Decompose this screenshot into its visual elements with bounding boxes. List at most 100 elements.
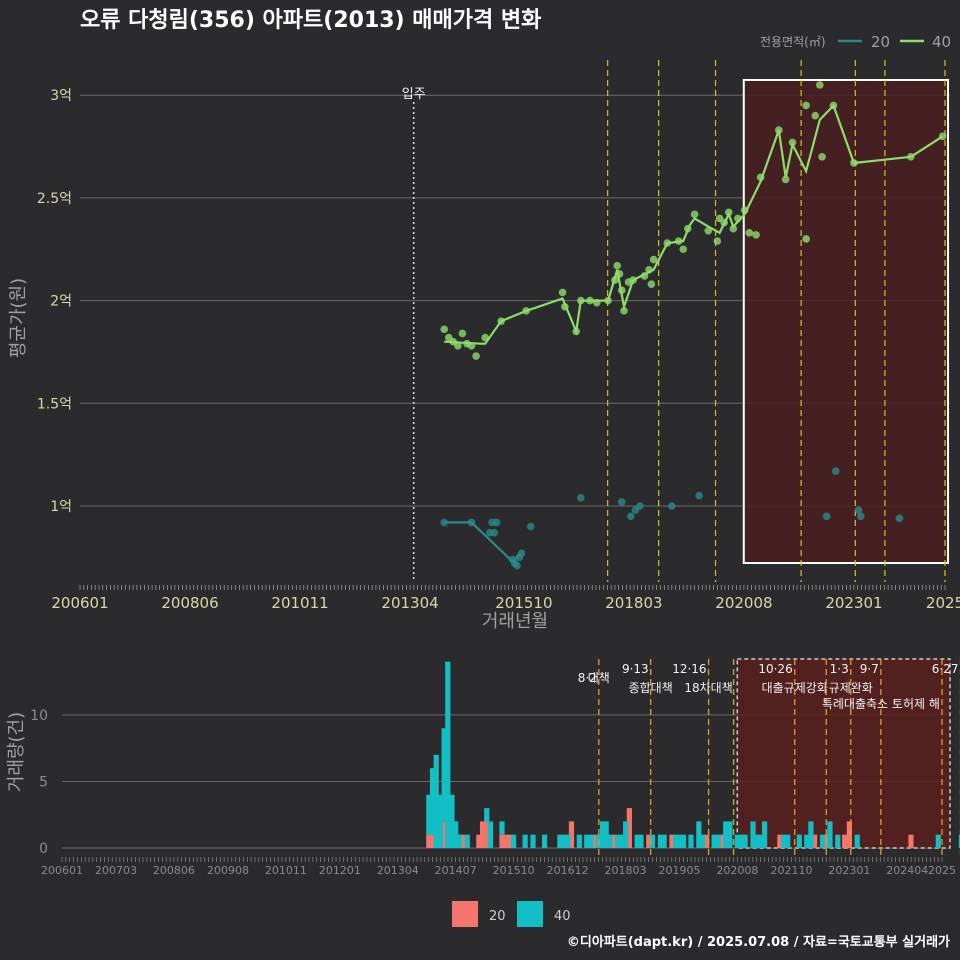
volume-bar-40 <box>711 834 717 848</box>
volume-bar-40 <box>453 821 459 848</box>
volume-bar-40 <box>696 821 702 848</box>
volume-bar-40 <box>599 821 606 848</box>
data-point-20 <box>576 493 585 502</box>
data-point-40 <box>467 341 476 350</box>
volume-bar-20 <box>812 834 818 848</box>
price-x-tick: 200601 <box>51 594 108 612</box>
volume-bar-40 <box>958 834 960 848</box>
data-point-40 <box>613 261 622 270</box>
price-y-tick: 1억 <box>50 499 72 515</box>
volume-bar-40 <box>676 834 682 848</box>
volume-x-tick: 201304 <box>377 864 419 877</box>
volume-bar-40 <box>464 834 470 848</box>
volume-bar-20 <box>568 821 575 848</box>
data-point-40 <box>756 173 765 182</box>
data-point-40 <box>679 245 688 254</box>
data-point-40 <box>802 101 810 110</box>
data-point-20 <box>636 502 644 510</box>
data-point-20 <box>492 518 501 527</box>
price-x-tick: 2025 <box>926 594 960 612</box>
volume-bar-40 <box>499 821 505 835</box>
data-point-20 <box>854 506 863 514</box>
data-point-40 <box>592 298 601 307</box>
legend-bar-label-20: 20 <box>489 909 506 924</box>
policy-name: 규제완화 <box>829 681 873 695</box>
data-point-40 <box>818 153 826 161</box>
volume-bar-20 <box>669 834 675 848</box>
volume-bar-40 <box>757 834 764 848</box>
data-point-40 <box>752 231 760 239</box>
policy-date: 9·13 <box>622 662 649 676</box>
volume-bar-40 <box>638 834 644 848</box>
volume-bar-40 <box>623 821 629 848</box>
price-y-label: 평균가(원) <box>8 278 29 358</box>
policy-name: 종합대책 <box>629 680 673 695</box>
data-point-40 <box>811 111 820 120</box>
price-x-tick: 202301 <box>825 594 882 612</box>
move-in-label: 입주 <box>402 87 426 102</box>
data-point-20 <box>822 512 831 521</box>
data-point-20 <box>695 491 703 500</box>
volume-x-tick: 200601 <box>41 864 83 877</box>
data-point-20 <box>440 518 449 527</box>
volume-x-tick: 201905 <box>659 864 701 877</box>
data-point-20 <box>627 512 635 521</box>
data-point-40 <box>720 218 728 227</box>
price-x-tick: 201304 <box>381 594 438 612</box>
data-point-40 <box>781 175 790 184</box>
volume-bar-40 <box>673 834 679 848</box>
volume-bar-40 <box>542 834 548 848</box>
data-point-20 <box>668 502 676 510</box>
volume-bar-20 <box>507 834 513 848</box>
data-point-40 <box>740 206 749 215</box>
data-point-40 <box>829 101 838 110</box>
volume-bar-40 <box>557 834 563 848</box>
volume-bar-20 <box>429 834 436 848</box>
price-x-label: 거래년월 <box>482 611 548 632</box>
legend-bar-label-40: 40 <box>554 909 571 924</box>
data-point-40 <box>745 229 754 237</box>
volume-bar-40 <box>487 821 494 848</box>
data-point-40 <box>674 237 683 245</box>
volume-chart: 0 5 10 8·2대책 9·13 종합대책 12·16 18차대책 10·26 대출규제강화1·… <box>6 658 960 927</box>
data-point-40 <box>481 333 489 342</box>
volume-highlight-box <box>736 658 951 849</box>
data-point-40 <box>645 265 653 274</box>
highlight-box <box>742 79 949 564</box>
data-point-40 <box>629 276 637 284</box>
volume-x-tick: 200806 <box>153 864 195 877</box>
data-point-20 <box>617 498 626 506</box>
volume-bar-40 <box>618 834 625 848</box>
volume-x-tick: 200703 <box>95 864 137 877</box>
volume-bar-40 <box>835 834 841 848</box>
data-point-20 <box>831 467 840 475</box>
legend-swatch-bar-40 <box>517 901 543 927</box>
chart-title: 오류 다청림(356) 아파트(2013) 매매가격 변화 <box>80 8 541 33</box>
volume-y-tick: 5 <box>39 774 48 790</box>
volume-bar-40 <box>804 834 810 848</box>
series-line-20 <box>444 521 523 564</box>
volume-x-tick: 202404 <box>886 864 928 877</box>
data-point-40 <box>663 239 672 247</box>
volume-bar-40 <box>584 834 590 848</box>
policy-name: 대출규제강화 <box>762 681 828 695</box>
volume-bar-40 <box>426 794 432 835</box>
volume-bar-40 <box>854 834 860 848</box>
volume-bar-40 <box>754 834 760 848</box>
volume-bar-40 <box>734 834 740 848</box>
volume-bar-40 <box>742 834 748 848</box>
data-point-40 <box>729 224 738 233</box>
data-point-20 <box>490 528 499 537</box>
data-point-20 <box>517 549 526 558</box>
volume-x-tick: 202008 <box>716 864 758 877</box>
volume-bar-40 <box>699 834 706 848</box>
volume-x-tick: 202301 <box>828 864 870 877</box>
volume-bar-20 <box>484 821 490 848</box>
data-point-20 <box>467 518 476 527</box>
volume-bar-20 <box>908 834 914 848</box>
policy-date: 9·7 <box>860 662 879 676</box>
data-point-20 <box>513 561 521 570</box>
price-y-tick: 3억 <box>50 88 72 104</box>
volume-bar-40 <box>561 834 567 848</box>
